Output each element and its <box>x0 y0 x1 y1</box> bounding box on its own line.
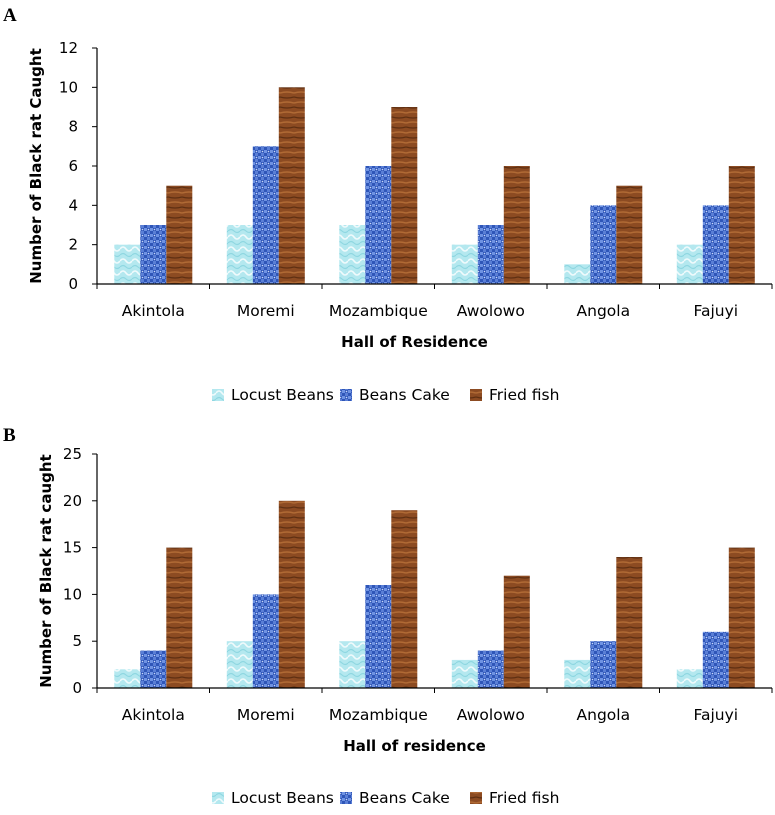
a-bar-beans-cake-akintola <box>140 225 167 284</box>
a-ytick-label-6: 12 <box>59 39 78 57</box>
b-bar-fried-fish-awolowo <box>503 575 530 688</box>
b-ytick-label-2: 10 <box>63 585 82 603</box>
b-category-label-4: Angola <box>577 706 631 724</box>
b-ytick-label-3: 15 <box>63 539 82 557</box>
b-bar-beans-cake-awolowo <box>477 650 504 688</box>
a-bar-locust-beans-akintola <box>114 244 141 284</box>
a-category-label-1: Moremi <box>237 302 295 320</box>
a-bar-beans-cake-moremi <box>252 146 279 284</box>
b-category-label-0: Akintola <box>122 706 185 724</box>
b-bar-beans-cake-mozambique <box>365 585 392 688</box>
b-bar-beans-cake-fajuyi <box>702 631 729 688</box>
a-category-label-0: Akintola <box>122 302 185 320</box>
b-ytick-label-1: 5 <box>72 632 82 650</box>
a-category-label-5: Fajuyi <box>693 302 738 320</box>
a-legend-label-beans-cake: Beans Cake <box>359 386 450 404</box>
b-bar-locust-beans-fajuyi <box>676 669 703 688</box>
a-legend-swatch-beans-cake <box>340 389 352 401</box>
b-bar-fried-fish-mozambique <box>391 510 418 688</box>
a-category-label-3: Awolowo <box>457 302 525 320</box>
a-bar-locust-beans-moremi <box>226 225 253 284</box>
a-bar-locust-beans-mozambique <box>339 225 366 284</box>
a-ytick-label-5: 10 <box>59 78 78 96</box>
b-ytick-label-5: 25 <box>63 445 82 463</box>
a-bar-locust-beans-fajuyi <box>676 244 703 284</box>
a-bar-locust-beans-awolowo <box>451 244 478 284</box>
b-y-axis-title: Number of Black rat caught <box>37 454 55 687</box>
a-bar-fried-fish-mozambique <box>391 107 418 284</box>
a-bar-fried-fish-akintola <box>166 185 193 284</box>
b-bar-beans-cake-angola <box>590 641 617 688</box>
a-ytick-label-4: 8 <box>68 118 78 136</box>
a-ytick-label-0: 0 <box>68 275 78 293</box>
a-bar-beans-cake-fajuyi <box>702 205 729 284</box>
b-legend-label-fried-fish: Fried fish <box>489 789 559 807</box>
a-legend-swatch-fried-fish <box>470 389 482 401</box>
a-bar-beans-cake-angola <box>590 205 617 284</box>
a-legend-swatch-locust-beans <box>212 389 224 401</box>
a-bar-fried-fish-awolowo <box>503 166 530 284</box>
b-bar-locust-beans-moremi <box>226 641 253 688</box>
a-ytick-label-3: 6 <box>68 157 78 175</box>
b-legend-swatch-beans-cake <box>340 792 352 804</box>
a-bar-fried-fish-moremi <box>278 87 305 284</box>
b-category-label-2: Mozambique <box>329 706 428 724</box>
a-x-axis-title: Hall of Residence <box>341 333 488 351</box>
b-ytick-label-4: 20 <box>63 492 82 510</box>
a-y-axis-title: Number of Black rat Caught <box>27 48 45 284</box>
b-category-label-1: Moremi <box>237 706 295 724</box>
a-bar-beans-cake-mozambique <box>365 166 392 284</box>
b-bar-locust-beans-mozambique <box>339 641 366 688</box>
b-legend-swatch-fried-fish <box>470 792 482 804</box>
panel-a-label: A <box>3 5 17 26</box>
b-legend-swatch-locust-beans <box>212 792 224 804</box>
chart-panel-b: 0 5 10 15 20 25 Akintola Moremi Mozambique Awolow… <box>37 445 773 807</box>
b-bar-fried-fish-akintola <box>166 547 193 688</box>
a-ytick-label-2: 4 <box>68 196 78 214</box>
a-category-label-2: Mozambique <box>329 302 428 320</box>
b-bar-locust-beans-angola <box>564 659 591 688</box>
b-bar-fried-fish-fajuyi <box>728 547 755 688</box>
a-bar-fried-fish-angola <box>616 185 643 284</box>
b-bar-fried-fish-moremi <box>278 500 305 688</box>
b-ytick-label-0: 0 <box>72 679 82 697</box>
b-category-label-5: Fajuyi <box>693 706 738 724</box>
b-bar-fried-fish-angola <box>616 557 643 688</box>
chart-panel-a: 0 2 4 6 8 10 12 Akintola Moremi Mozambique Awolowo… <box>27 39 773 404</box>
b-bar-locust-beans-awolowo <box>451 659 478 688</box>
a-ytick-label-1: 2 <box>68 236 78 254</box>
a-legend-label-locust-beans: Locust Beans <box>231 386 334 404</box>
b-category-label-3: Awolowo <box>457 706 525 724</box>
a-bar-locust-beans-angola <box>564 264 591 284</box>
panel-b-label: B <box>3 425 16 446</box>
b-legend-label-locust-beans: Locust Beans <box>231 789 334 807</box>
a-category-label-4: Angola <box>577 302 631 320</box>
b-bar-beans-cake-akintola <box>140 650 167 688</box>
b-legend-label-beans-cake: Beans Cake <box>359 789 450 807</box>
b-bar-locust-beans-akintola <box>114 669 141 688</box>
b-x-axis-title: Hall of residence <box>343 737 486 755</box>
b-bar-beans-cake-moremi <box>252 594 279 688</box>
a-bar-beans-cake-awolowo <box>477 225 504 284</box>
a-legend-label-fried-fish: Fried fish <box>489 386 559 404</box>
a-bar-fried-fish-fajuyi <box>728 166 755 284</box>
